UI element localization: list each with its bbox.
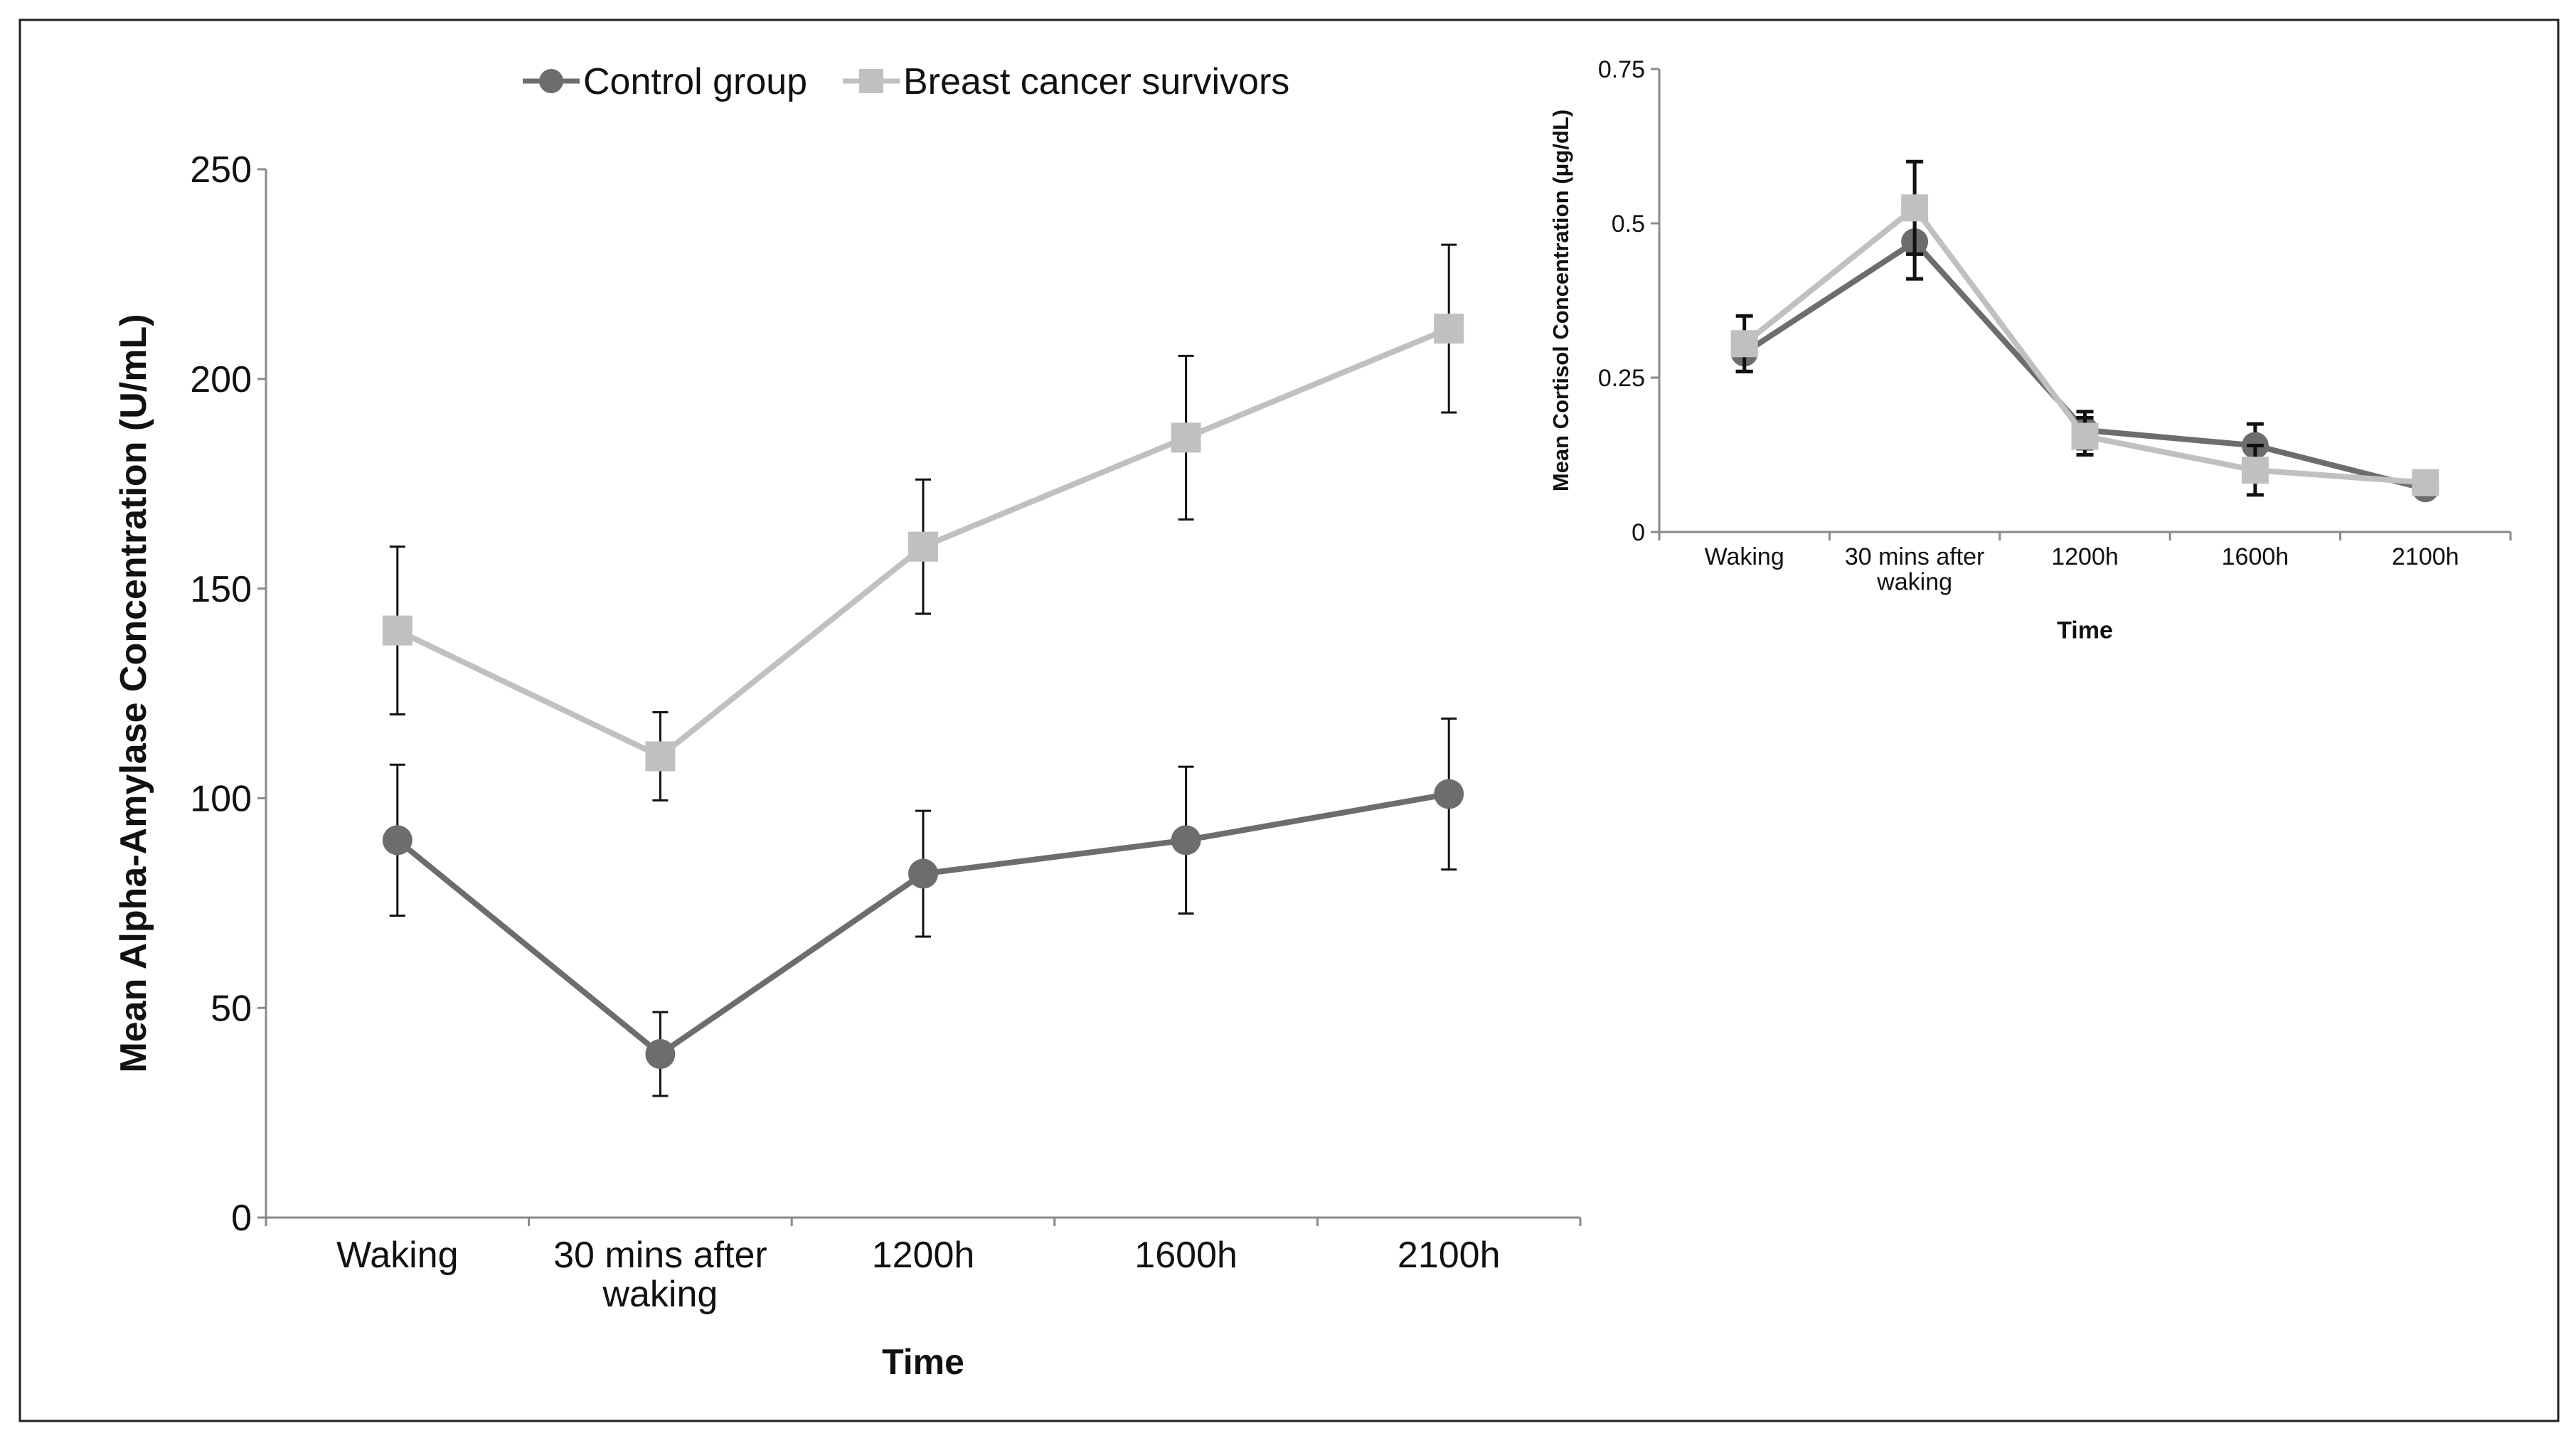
- amylase-chart: 0 50 100 150 200 250 Waking 30 mins afterwaking…: [113, 149, 1582, 1382]
- amylase-x-tick-label: waking: [602, 1274, 718, 1315]
- amylase-y-tick-label: 250: [190, 149, 252, 191]
- cortisol-y-tick-label: 0: [1632, 519, 1645, 546]
- amylase-x-tick-label: 1200h: [872, 1235, 975, 1276]
- cortisol-bcs-point: [2412, 469, 2439, 496]
- amylase-bcs-point: [908, 531, 938, 562]
- cortisol-bcs-point: [1901, 194, 1929, 222]
- amylase-x-tick-label: Waking: [336, 1235, 458, 1276]
- amylase-control-point: [908, 858, 938, 889]
- legend-bcs-label: Breast cancer survivors: [903, 61, 1289, 102]
- cortisol-y-tick-label: 0.75: [1598, 56, 1645, 83]
- amylase-y-tick-label: 200: [190, 359, 252, 400]
- cortisol-x-tick-label: waking: [1876, 569, 1952, 596]
- amylase-bcs-point: [382, 615, 413, 646]
- cortisol-bcs-point: [2241, 457, 2269, 484]
- cortisol-y-axis-title: Mean Cortisol Concentration (μg/dL): [1548, 110, 1573, 491]
- amylase-control-point: [645, 1039, 676, 1070]
- amylase-x-tick-label: 2100h: [1398, 1235, 1501, 1276]
- cortisol-x-tick-label: Waking: [1705, 543, 1784, 570]
- amylase-bcs-point: [645, 741, 676, 772]
- amylase-y-tick-label: 100: [190, 779, 252, 820]
- legend-bcs-marker: [859, 69, 883, 93]
- amylase-x-tick-label: 1600h: [1134, 1235, 1238, 1276]
- legend-control-label: Control group: [583, 61, 807, 102]
- amylase-control-point: [382, 825, 413, 856]
- cortisol-x-tick-label: 2100h: [2392, 543, 2459, 570]
- cortisol-y-tick-label: 0.5: [1612, 211, 1645, 238]
- amylase-y-tick-label: 150: [190, 569, 252, 610]
- amylase-bcs-point: [1171, 422, 1201, 453]
- amylase-y-tick-label: 0: [231, 1198, 252, 1239]
- cortisol-x-tick-label: 30 mins after: [1845, 543, 1985, 570]
- amylase-x-tick-label: 30 mins after: [553, 1235, 767, 1276]
- cortisol-bcs-point: [2071, 422, 2099, 450]
- amylase-y-tick-label: 50: [211, 988, 252, 1029]
- cortisol-x-axis-title: Time: [2057, 617, 2113, 644]
- cortisol-x-tick-label: 1200h: [2051, 543, 2119, 570]
- amylase-control-point: [1171, 825, 1201, 856]
- amylase-x-axis-title: Time: [882, 1342, 964, 1382]
- amylase-control-point: [1434, 779, 1464, 809]
- cortisol-y-tick-label: 0.25: [1598, 365, 1645, 392]
- legend: Control group Breast cancer survivors: [523, 61, 1289, 102]
- legend-control-marker: [539, 69, 563, 93]
- amylase-y-axis-title: Mean Alpha-Amylase Concentration (U/mL): [113, 314, 154, 1072]
- cortisol-bcs-point: [1730, 330, 1758, 358]
- amylase-bcs-point: [1434, 314, 1464, 344]
- cortisol-x-tick-label: 1600h: [2222, 543, 2289, 570]
- figure-border: [18, 18, 2560, 1422]
